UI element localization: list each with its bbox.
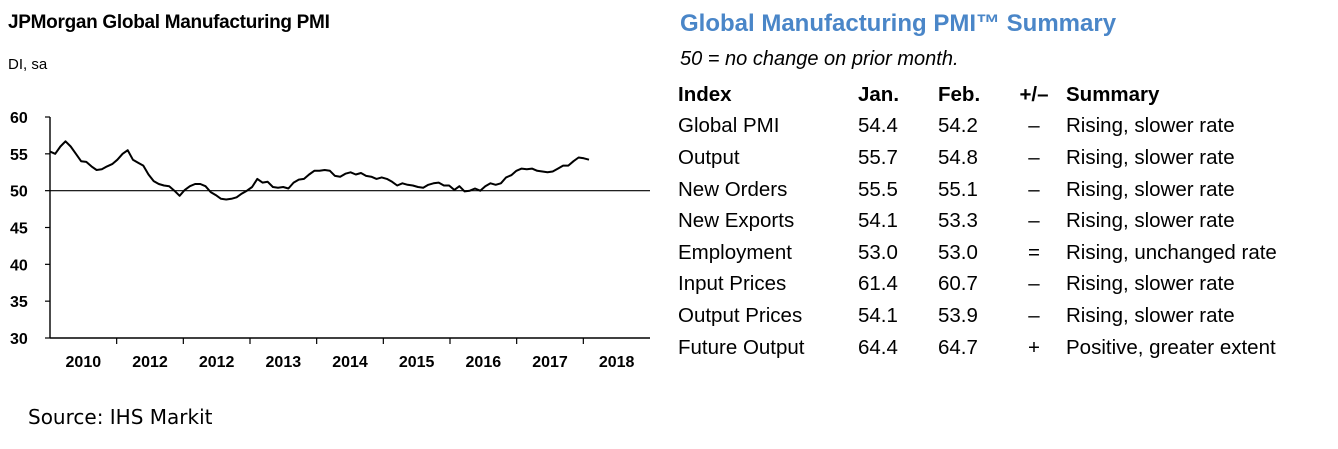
table-row: Future Output 64.4 64.7 + Positive, greater … xyxy=(674,332,1310,364)
cell-change: – xyxy=(1028,177,1040,201)
cell-jan: 54.4 xyxy=(858,114,898,138)
pmi-summary-table: Index Jan. Feb. +/– Summary Global PMI 54… xyxy=(674,79,1310,363)
x-tick-label: 2017 xyxy=(532,354,568,371)
table-row: Employment 53.0 53.0 = Rising, unchanged rat… xyxy=(674,237,1310,269)
cell-jan: 54.1 xyxy=(858,209,898,233)
x-tick-label: 2010 xyxy=(66,354,102,371)
chart-title: JPMorgan Global Manufacturing PMI xyxy=(8,12,330,33)
y-tick-label: 50 xyxy=(10,184,28,201)
header-summary: Summary xyxy=(1066,82,1160,106)
cell-jan: 54.1 xyxy=(858,303,898,327)
cell-change: – xyxy=(1028,303,1040,327)
cell-change: + xyxy=(1028,335,1040,359)
table-row: Global PMI 54.4 54.2 – Rising, slower rate xyxy=(674,111,1310,143)
series-line-global-pmi xyxy=(49,140,590,201)
summary-title: Global Manufacturing PMI™ Summary xyxy=(680,10,1117,37)
cell-index: Output Prices xyxy=(678,303,803,327)
cell-feb: 54.8 xyxy=(938,145,978,169)
y-tick-label: 30 xyxy=(10,331,28,348)
cell-index: Output xyxy=(678,145,740,169)
cell-summary: Rising, slower rate xyxy=(1066,177,1235,201)
chart-unit-label: DI, sa xyxy=(8,56,48,73)
cell-summary: Rising, slower rate xyxy=(1066,303,1235,327)
y-tick-label: 35 xyxy=(10,294,28,311)
cell-feb: 54.2 xyxy=(938,114,978,138)
cell-change: = xyxy=(1028,240,1040,264)
cell-summary: Rising, slower rate xyxy=(1066,114,1235,138)
cell-index: New Exports xyxy=(678,209,795,233)
cell-jan: 55.5 xyxy=(858,177,898,201)
cell-change: – xyxy=(1028,209,1040,233)
cell-index: Future Output xyxy=(678,335,805,359)
table-row: Output Prices 54.1 53.9 – Rising, slower rat… xyxy=(674,300,1310,332)
x-tick-label: 2012 xyxy=(132,354,168,371)
x-tick-label: 2012 xyxy=(199,354,235,371)
y-tick-label: 45 xyxy=(10,221,28,238)
source-note: Source: IHS Markit xyxy=(28,405,213,429)
cell-feb: 60.7 xyxy=(938,272,978,296)
cell-change: – xyxy=(1028,145,1040,169)
table-header-row: Index Jan. Feb. +/– Summary xyxy=(674,79,1310,111)
x-tick-label: 2018 xyxy=(599,354,635,371)
y-tick-label: 55 xyxy=(10,147,28,164)
cell-index: New Orders xyxy=(678,177,788,201)
cell-index: Employment xyxy=(678,240,792,264)
cell-change: – xyxy=(1028,114,1040,138)
x-tick-label: 2015 xyxy=(399,354,435,371)
table-row: Input Prices 61.4 60.7 – Rising, slower rate xyxy=(674,269,1310,301)
x-tick-label: 2016 xyxy=(466,354,502,371)
header-jan: Jan. xyxy=(858,82,900,106)
cell-summary: Rising, unchanged rate xyxy=(1066,240,1277,264)
cell-feb: 64.7 xyxy=(938,335,978,359)
summary-note: 50 = no change on prior month. xyxy=(680,48,959,70)
x-tick-label: 2014 xyxy=(332,354,368,371)
cell-summary: Rising, slower rate xyxy=(1066,272,1235,296)
cell-index: Input Prices xyxy=(678,272,787,296)
y-tick-label: 60 xyxy=(10,110,28,127)
table-row: New Exports 54.1 53.3 – Rising, slower rate xyxy=(674,205,1310,237)
cell-feb: 53.0 xyxy=(938,240,978,264)
cell-summary: Rising, slower rate xyxy=(1066,145,1235,169)
cell-index: Global PMI xyxy=(678,114,780,138)
header-feb: Feb. xyxy=(938,82,981,106)
table-row: Output 55.7 54.8 – Rising, slower rate xyxy=(674,142,1310,174)
cell-feb: 53.3 xyxy=(938,209,978,233)
cell-jan: 64.4 xyxy=(858,335,898,359)
pmi-line-chart: 30 35 40 45 50 55 60 2010 2012 2012 2013 2014 2015 2… xyxy=(10,110,650,371)
x-tick-label: 2013 xyxy=(266,354,302,371)
cell-summary: Positive, greater extent xyxy=(1066,335,1276,359)
cell-jan: 53.0 xyxy=(858,240,898,264)
header-change: +/– xyxy=(1019,82,1049,106)
cell-change: – xyxy=(1028,272,1040,296)
cell-feb: 53.9 xyxy=(938,303,978,327)
header-index: Index xyxy=(678,82,732,106)
cell-jan: 55.7 xyxy=(858,145,898,169)
y-tick-label: 40 xyxy=(10,257,28,274)
cell-summary: Rising, slower rate xyxy=(1066,209,1235,233)
cell-jan: 61.4 xyxy=(858,272,898,296)
table-row: New Orders 55.5 55.1 – Rising, slower rate xyxy=(674,174,1310,206)
cell-feb: 55.1 xyxy=(938,177,978,201)
